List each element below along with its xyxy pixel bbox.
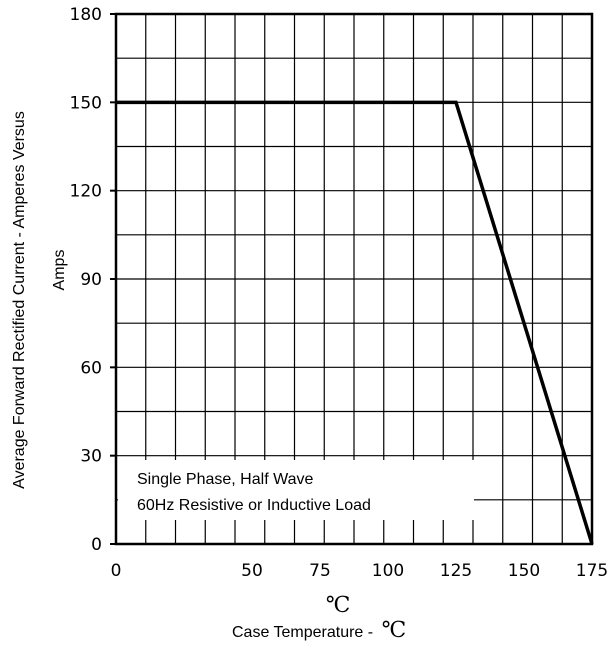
y-tick-label: 90 [80, 270, 102, 290]
y-tick-labels: 0 30 60 90 120 150 180 [70, 5, 102, 555]
x-axis-label-text: Case Temperature - [232, 624, 373, 641]
x-tick-label: 175 [576, 561, 608, 581]
y-tick-label: 60 [80, 358, 102, 378]
x-unit-symbol: ℃ [326, 592, 351, 617]
y-tick-label: 30 [80, 447, 102, 467]
x-tick-label: 75 [309, 561, 331, 581]
x-axis-label: Case Temperature - ℃ [232, 617, 406, 642]
y-axis-label-line-1: Average Forward Rectified Current - Ampe… [11, 111, 28, 489]
x-tick-label: 150 [508, 561, 540, 581]
y-tick-label: 120 [70, 182, 102, 202]
annotation-line-2: 60Hz Resistive or Inductive Load [137, 497, 371, 514]
x-tick-label: 100 [372, 561, 404, 581]
y-tick-label: 0 [91, 535, 102, 555]
y-tick-label: 180 [70, 5, 102, 25]
y-axis-label-line-2: Amps [51, 250, 68, 291]
x-tick-labels: 0 50 75 100 125 150 175 [111, 561, 609, 581]
series [116, 100, 594, 545]
series-line [116, 100, 594, 545]
x-axis-label-unit: ℃ [382, 617, 407, 642]
annotation-line-1: Single Phase, Half Wave [137, 471, 313, 488]
x-tick-label: 125 [440, 561, 472, 581]
annotation-background [118, 460, 474, 520]
x-tick-label: 0 [111, 561, 122, 581]
annotation-box: Single Phase, Half Wave 60Hz Resistive o… [118, 460, 474, 520]
x-tick-label: 50 [241, 561, 263, 581]
plot-frame [110, 12, 594, 546]
y-tick-label: 150 [70, 93, 102, 113]
